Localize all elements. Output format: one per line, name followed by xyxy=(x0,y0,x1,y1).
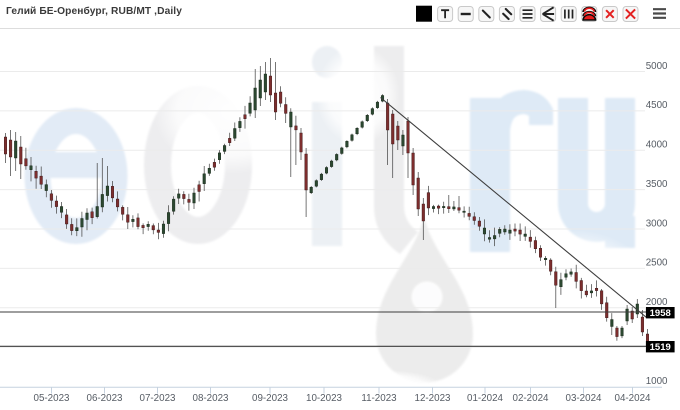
svg-text:2000: 2000 xyxy=(646,297,668,308)
svg-text:02-2024: 02-2024 xyxy=(513,393,550,404)
svg-text:4500: 4500 xyxy=(646,100,668,111)
svg-text:05-2023: 05-2023 xyxy=(34,393,71,404)
svg-text:12-2023: 12-2023 xyxy=(415,393,452,404)
svg-text:1958: 1958 xyxy=(650,308,671,319)
svg-text:03-2024: 03-2024 xyxy=(566,393,603,404)
svg-text:3000: 3000 xyxy=(646,218,668,229)
svg-text:06-2023: 06-2023 xyxy=(87,393,124,404)
svg-text:2500: 2500 xyxy=(646,258,668,269)
svg-text:08-2023: 08-2023 xyxy=(193,393,230,404)
svg-text:04-2024: 04-2024 xyxy=(615,393,652,404)
svg-text:1000: 1000 xyxy=(646,376,668,387)
svg-text:4000: 4000 xyxy=(646,140,668,151)
svg-text:1519: 1519 xyxy=(650,342,671,353)
svg-text:11-2023: 11-2023 xyxy=(361,393,397,404)
svg-text:3500: 3500 xyxy=(646,179,668,190)
svg-text:5000: 5000 xyxy=(646,61,668,72)
svg-text:01-2024: 01-2024 xyxy=(467,393,504,404)
svg-text:Гелий БЕ-Оренбург, RUB/MT ,Dai: Гелий БЕ-Оренбург, RUB/MT ,Daily xyxy=(6,5,182,17)
svg-text:07-2023: 07-2023 xyxy=(140,393,177,404)
svg-text:10-2023: 10-2023 xyxy=(306,393,343,404)
svg-text:09-2023: 09-2023 xyxy=(252,393,289,404)
